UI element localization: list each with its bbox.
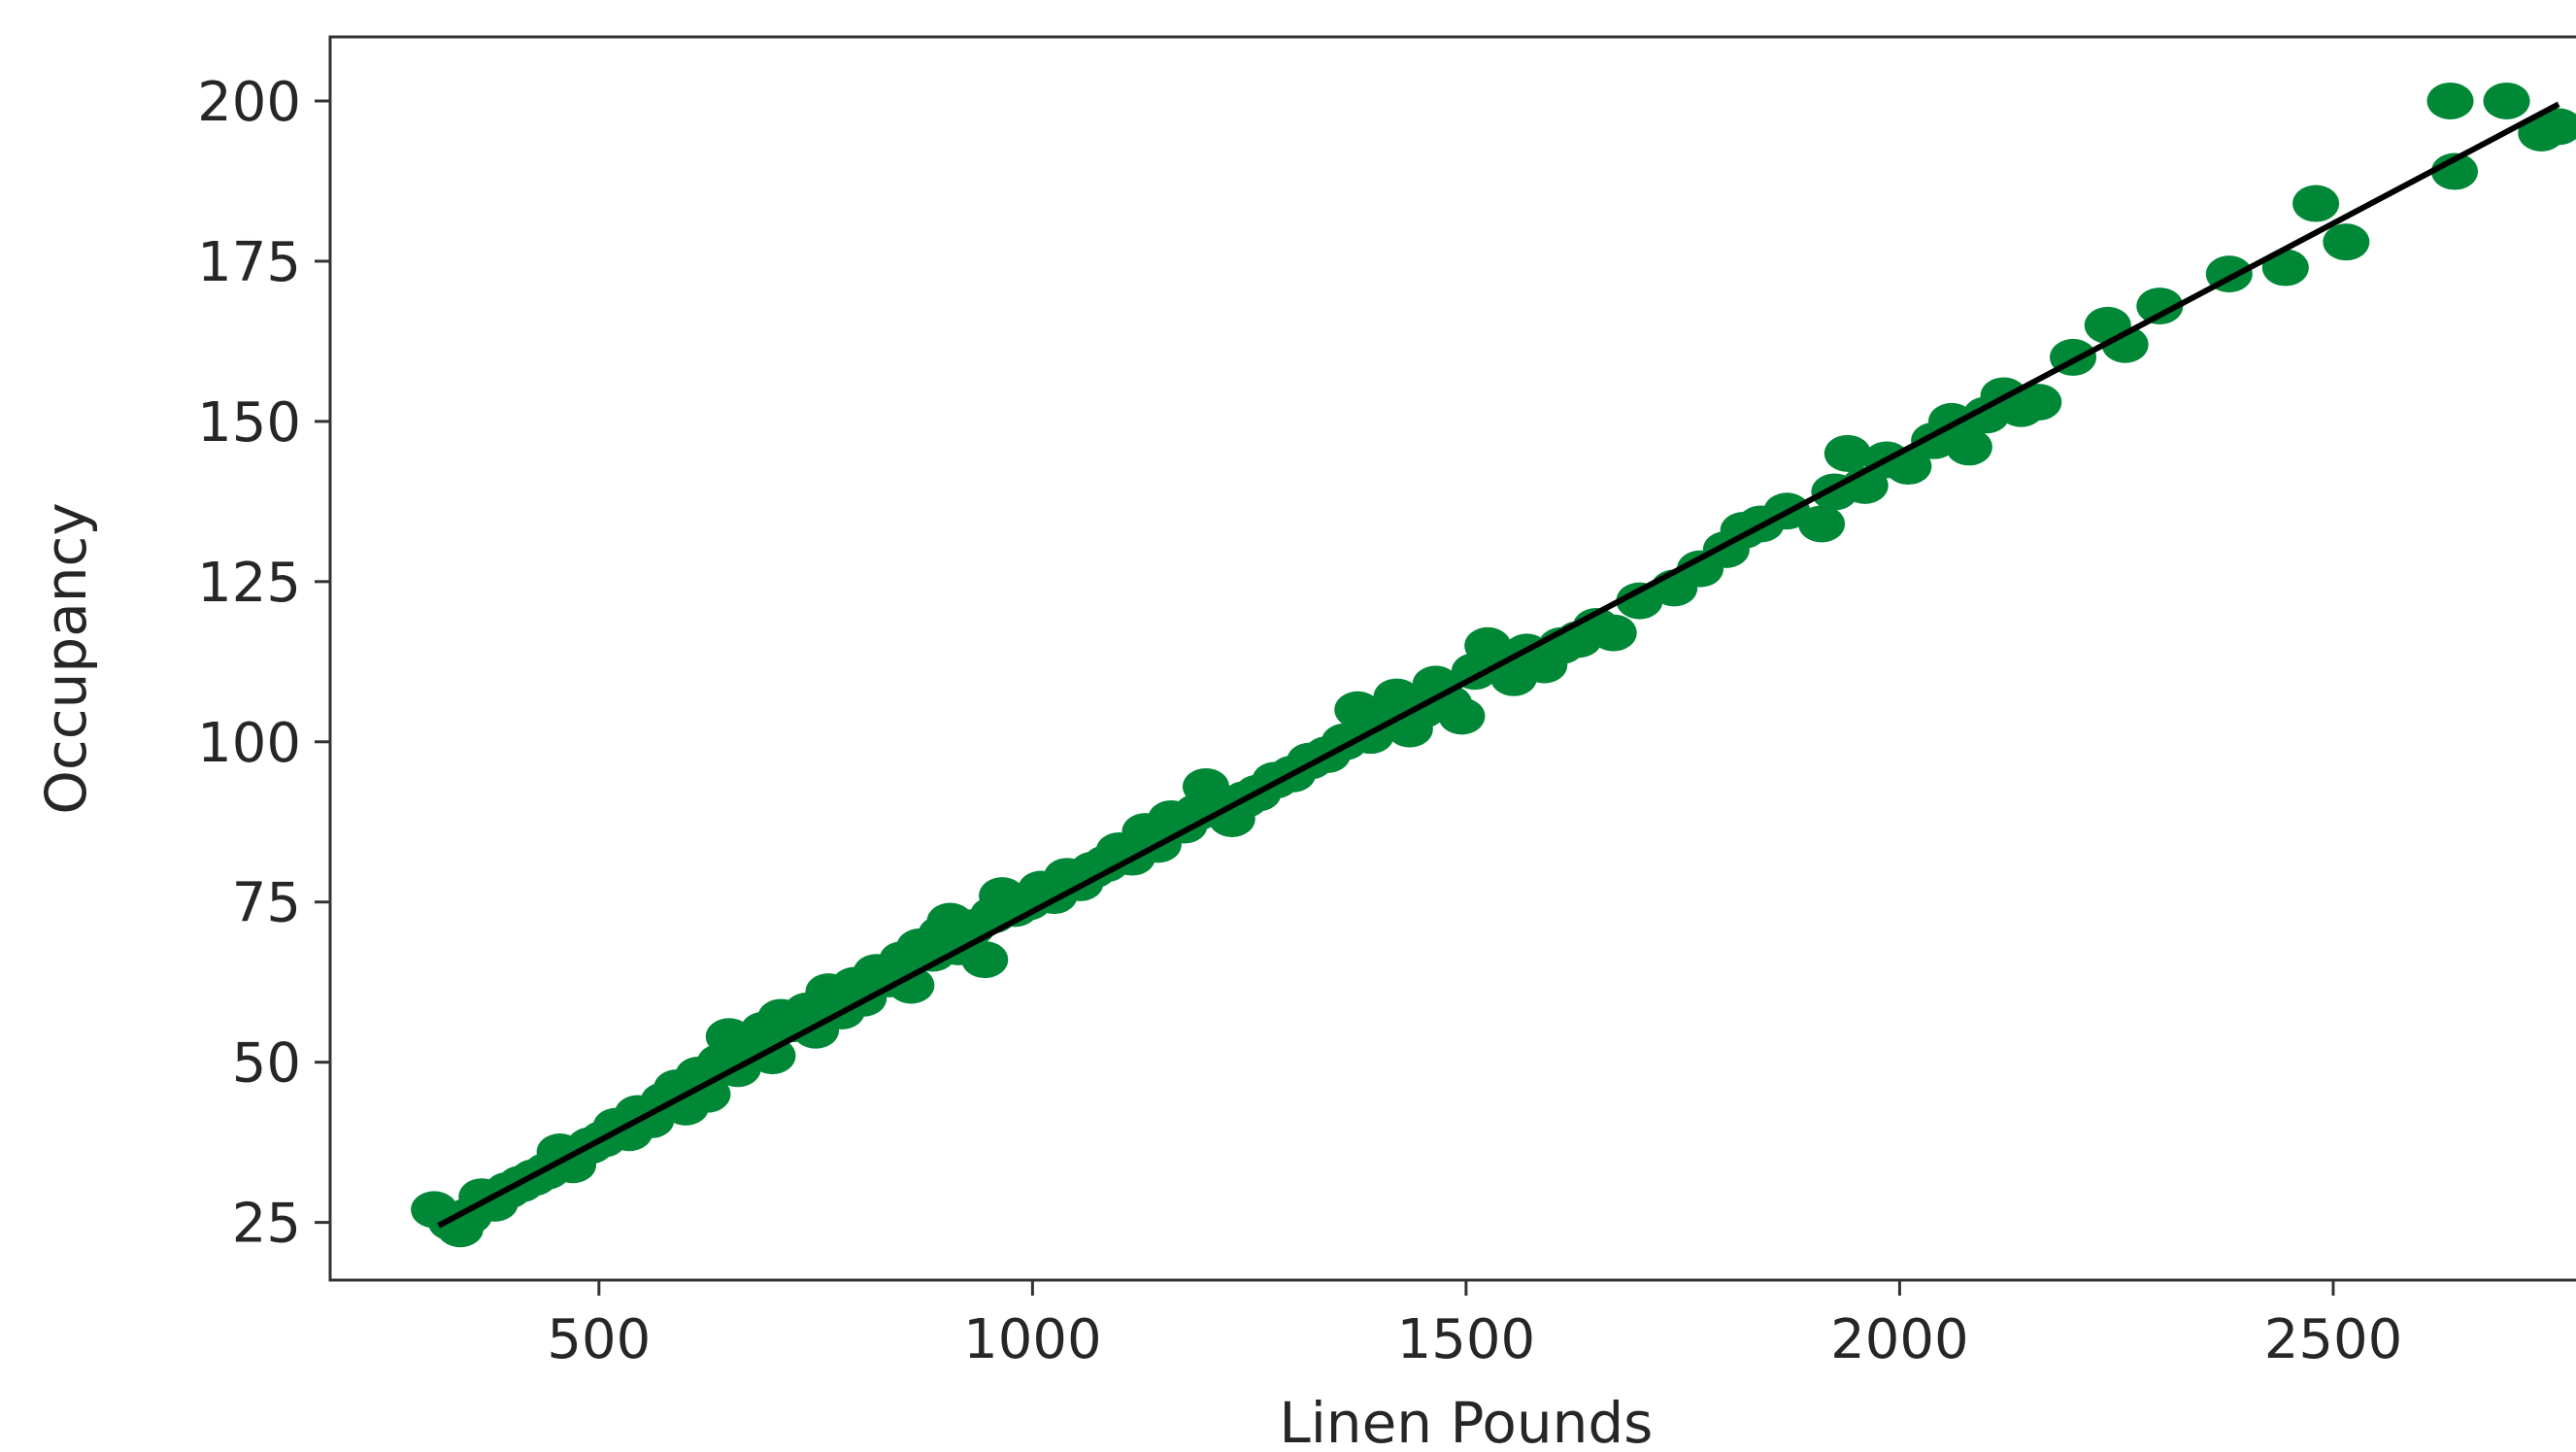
y-tick-label: 150 xyxy=(197,391,301,455)
y-tick-label: 200 xyxy=(197,71,301,134)
data-point xyxy=(2015,384,2062,422)
data-point xyxy=(2261,249,2309,287)
regression-line xyxy=(437,101,2560,1229)
y-tick-label: 100 xyxy=(197,712,301,775)
data-point xyxy=(2535,108,2576,146)
data-point xyxy=(1616,582,1663,620)
fit-line-layer xyxy=(437,101,2560,1229)
y-tick-label: 25 xyxy=(232,1193,301,1256)
data-point xyxy=(684,1075,731,1113)
x-axis-label: Linen Pounds xyxy=(1279,1390,1653,1452)
data-point xyxy=(961,941,1009,979)
data-point xyxy=(2292,185,2340,222)
y-axis-ticks: 25 50 75 100 125 150 175 200 xyxy=(197,71,330,1256)
y-tick-label: 125 xyxy=(197,552,301,615)
data-point xyxy=(887,966,935,1004)
data-point xyxy=(1798,505,1846,543)
data-point xyxy=(1945,428,1992,466)
data-point xyxy=(1438,697,1486,735)
x-tick-label: 1500 xyxy=(1397,1308,1536,1371)
data-point xyxy=(1823,434,1871,472)
x-tick-label: 2000 xyxy=(1830,1308,1969,1371)
y-axis-label: Occupancy xyxy=(33,502,99,815)
data-point xyxy=(2136,287,2184,325)
x-tick-label: 500 xyxy=(547,1308,651,1371)
x-axis-ticks: 500 1000 1500 2000 2500 xyxy=(547,1280,2402,1371)
data-point xyxy=(2101,325,2149,363)
y-tick-label: 175 xyxy=(197,231,301,294)
x-tick-label: 2500 xyxy=(2264,1308,2403,1371)
data-point xyxy=(2426,82,2474,119)
y-tick-label: 50 xyxy=(232,1032,301,1096)
data-point xyxy=(2483,82,2530,119)
y-tick-label: 75 xyxy=(232,872,301,935)
x-tick-label: 1000 xyxy=(963,1308,1102,1371)
data-point xyxy=(1589,614,1637,652)
data-point xyxy=(749,1037,796,1075)
data-point xyxy=(2323,223,2370,261)
plot-frame xyxy=(328,35,2576,1282)
